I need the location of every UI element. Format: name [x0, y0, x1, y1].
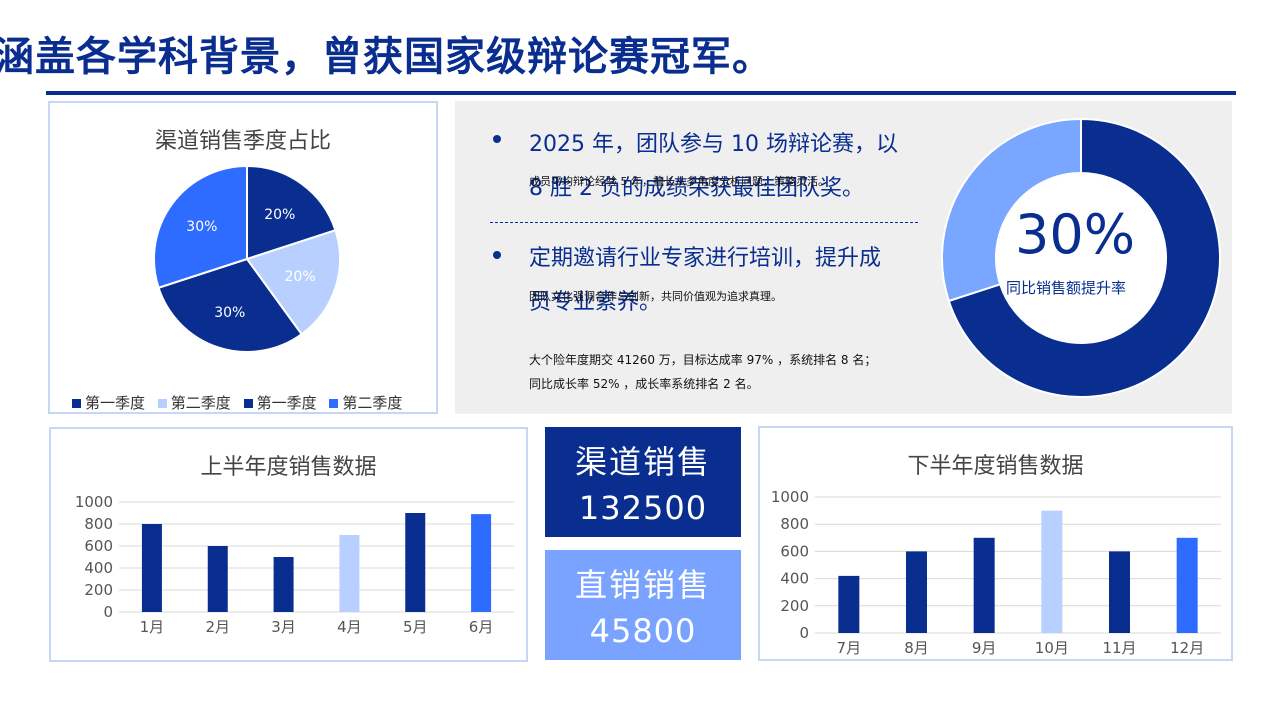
legend-label: 第一季度: [256, 394, 317, 412]
bar-chart-1-title: 上半年度销售数据: [200, 455, 377, 480]
legend-item: 第二季度: [157, 394, 231, 412]
x-tick-label: 12月: [1170, 639, 1204, 657]
bar: [339, 535, 360, 612]
donut-segment-remaining: [947, 117, 1221, 398]
donut-caption: 同比销售额提升率: [1006, 279, 1127, 297]
page-title: 涵盖各学科背景，曾获国家级辩论赛冠军。: [0, 34, 773, 80]
pie-legend: 第一季度 第二季度 第一季度 第二季度: [72, 392, 410, 413]
y-tick-label: 400: [780, 570, 809, 588]
donut-chart: [941, 117, 1221, 398]
bar: [273, 557, 294, 612]
donut-hole: [997, 174, 1165, 342]
bullet-dot: [493, 135, 501, 143]
dashed-divider: [490, 222, 918, 223]
kpi-channel-sales: 渠道销售 132500: [545, 427, 741, 537]
y-tick-label: 800: [780, 515, 809, 533]
x-tick-label: 3月: [271, 618, 296, 636]
y-tick-label: 0: [799, 624, 809, 642]
pie-slice: [157, 257, 304, 353]
kpi-channel-sales-label: 渠道销售: [574, 443, 711, 481]
kpi-channel-sales-value: 132500: [578, 489, 708, 527]
pie-slice-label: 20%: [264, 207, 295, 223]
y-tick-label: 600: [780, 542, 809, 560]
pie-slice: [153, 164, 248, 289]
kpi-direct-sales-value: 45800: [589, 612, 697, 650]
legend-item: 第一季度: [72, 394, 145, 412]
bar: [906, 551, 927, 633]
pie-chart-card: 渠道销售季度占比 20% 20% 30% 30% 第一季度 第二季度 第一季度 第二季…: [48, 101, 438, 414]
bullet-2-text: 定期邀请行业专家进行培训，提升成员专业素养。: [529, 246, 882, 315]
bar: [1041, 510, 1063, 633]
y-tick-label: 0: [103, 603, 113, 621]
bar: [141, 524, 162, 612]
bullet-2-subtext: 团队文化强调合作与创新，共同价值观为追求真理。: [529, 290, 782, 303]
info-panel: 2025 年，团队参与 10 场辩论赛，以 8 胜 2 负的成绩荣获最佳团队奖。…: [455, 101, 1232, 414]
pie-slice-label: 20%: [285, 269, 316, 285]
y-tick-label: 200: [780, 597, 809, 615]
x-tick-label: 1月: [140, 618, 165, 636]
bullet-dot: [493, 251, 501, 259]
x-tick-label: 5月: [403, 618, 428, 636]
y-tick-label: 400: [84, 559, 113, 577]
legend-label: 第一季度: [85, 394, 146, 412]
donut-segment-value: [941, 117, 1082, 303]
legend-item: 第一季度: [243, 394, 317, 412]
second-half-bar-chart-card: 下半年度销售数据 0 200 400 600 800 1000 7月 8月 9月 10月 11月 12…: [758, 426, 1233, 661]
pie-slice: [245, 229, 341, 336]
x-tick-label: 10月: [1035, 639, 1069, 657]
bar-chart-2-title: 下半年度销售数据: [907, 454, 1084, 479]
x-tick-label: 11月: [1102, 639, 1136, 657]
y-tick-label: 1000: [771, 488, 809, 506]
legend-label: 第二季度: [342, 394, 403, 412]
kpi-direct-sales-label: 直销销售: [574, 566, 711, 604]
pie-chart-title: 渠道销售季度占比: [154, 129, 331, 154]
bar-chart-2: 0 200 400 600 800 1000 7月 8月 9月 10月 11月 12月: [771, 488, 1221, 657]
y-tick-label: 600: [84, 537, 113, 555]
x-tick-label: 4月: [337, 618, 362, 636]
y-tick-label: 1000: [75, 493, 113, 511]
y-tick-label: 200: [84, 581, 113, 599]
bullet-1-text: 2025 年，团队参与 10 场辩论赛，以 8 胜 2 负的成绩荣获最佳团队奖。: [529, 132, 898, 201]
bar-chart-1: 0 200 400 600 800 1000 1月 2月 3月 4月 5月 6月: [75, 493, 514, 636]
x-tick-label: 9月: [972, 639, 997, 657]
stat-line-2: 同比成长率 52% ，成长率系统排名 2 名。: [529, 377, 759, 391]
legend-label: 第二季度: [170, 394, 231, 412]
x-tick-label: 8月: [904, 639, 929, 657]
bar: [405, 513, 426, 612]
x-tick-label: 7月: [837, 639, 862, 657]
legend-item: 第二季度: [329, 394, 402, 412]
title-divider: [46, 91, 1236, 95]
bar: [1176, 537, 1198, 633]
bar: [973, 537, 995, 633]
donut-percent: 30%: [1015, 203, 1136, 266]
y-tick-label: 800: [84, 515, 113, 533]
pie-slice: [246, 164, 337, 261]
bar: [1109, 551, 1130, 633]
bullet-1-subtext: 成员平均辩论经验 5 年，擅长从多角度分析问题，策略灵活。: [529, 175, 829, 188]
kpi-direct-sales: 直销销售 45800: [545, 550, 741, 660]
bar: [207, 546, 228, 612]
x-tick-label: 2月: [205, 618, 230, 636]
pie-chart: 20% 20% 30% 30%: [153, 164, 341, 353]
pie-slice-label: 30%: [186, 219, 217, 235]
pie-slice-label: 30%: [214, 305, 245, 321]
bar: [838, 575, 860, 633]
first-half-bar-chart-card: 上半年度销售数据 0 200 400 600 800 1000 1月 2月 3月 4月 5月 6月: [49, 427, 528, 662]
stat-line-1: 大个险年度期交 41260 万，目标达成率 97% ，系统排名 8 名；: [529, 353, 877, 367]
x-tick-label: 6月: [469, 618, 494, 636]
bar: [471, 514, 492, 612]
